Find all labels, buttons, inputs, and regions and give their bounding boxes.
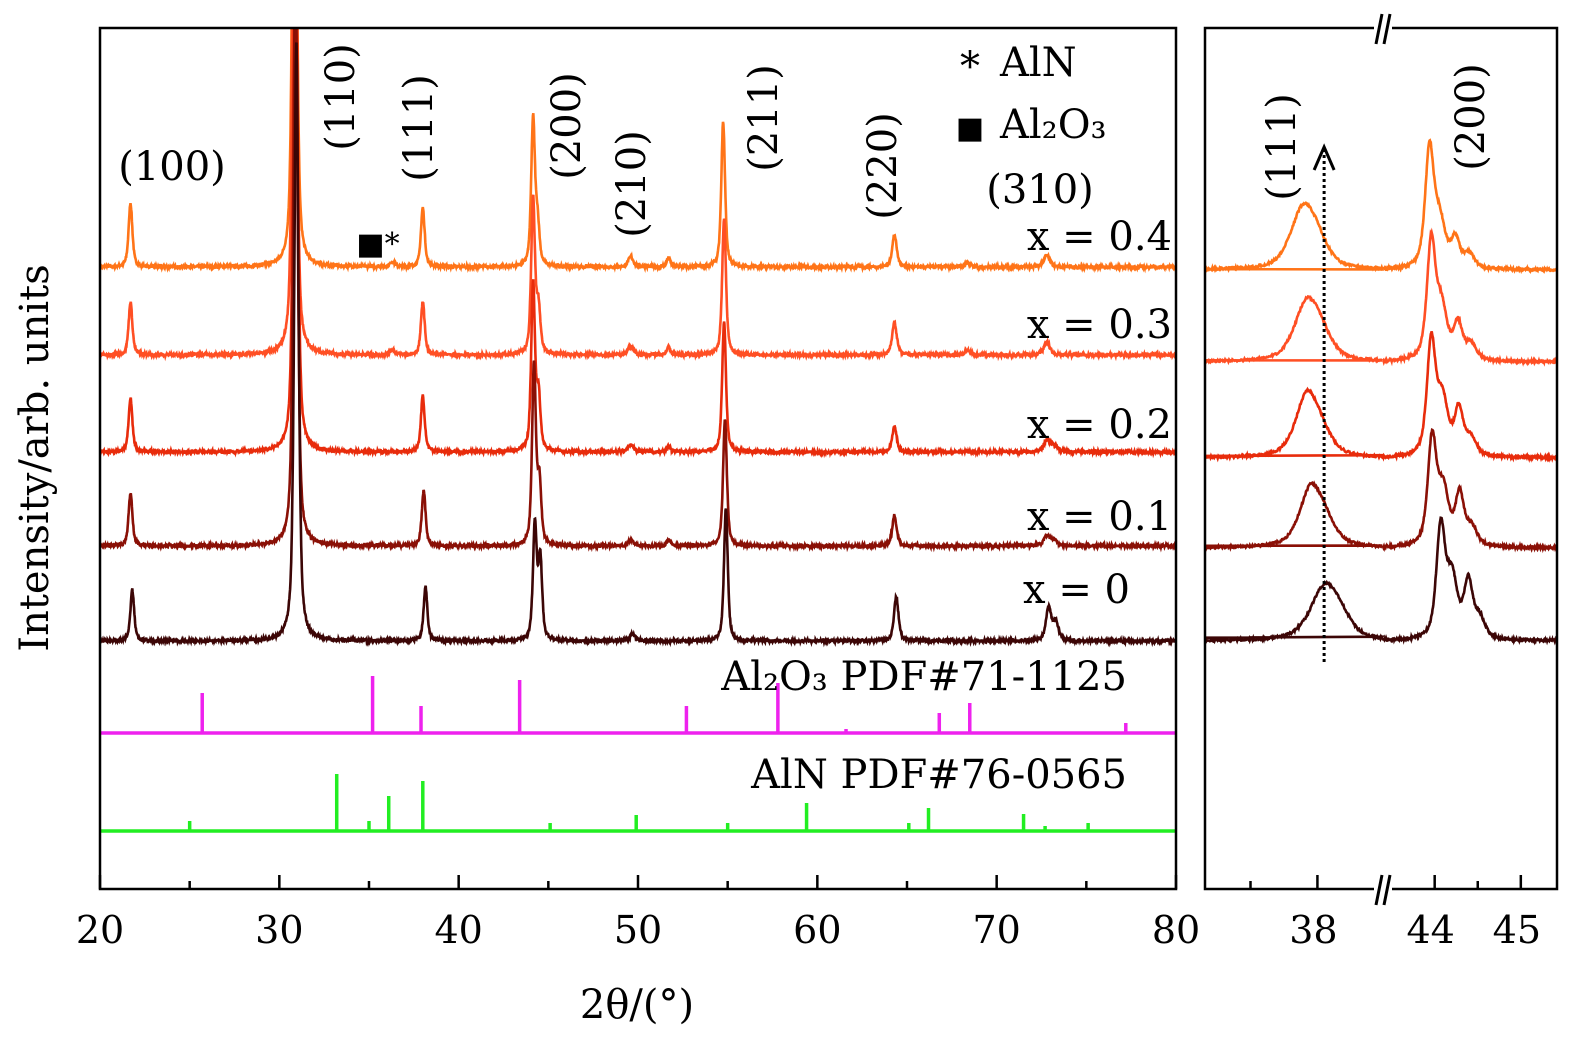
series-line-0: [100, 28, 1176, 274]
zoom-x-tick-label: 44: [1407, 908, 1455, 952]
zoom-series-line-3-0: [1205, 480, 1383, 552]
x-tick-label: 20: [76, 908, 124, 952]
zoom-series-line-0-1: [1381, 138, 1557, 275]
series-label-x02: x = 0.2: [1027, 402, 1172, 448]
zoom-plot-traces: [1205, 138, 1557, 646]
peak-label-100: (100): [118, 144, 226, 190]
zoom-series-line-1-1: [1382, 227, 1557, 367]
x-tick-label: 30: [255, 908, 303, 952]
main-plot-frame: [98, 26, 1178, 891]
zoom-series-line-1-0: [1205, 295, 1383, 366]
zoom-x-tick-label: 45: [1493, 908, 1541, 952]
legend-symbol-al2o3: ■: [956, 111, 984, 146]
series-label-x0: x = 0: [1023, 567, 1130, 613]
zoom-series-line-2-0: [1205, 386, 1385, 463]
zoom-x-tick-label: 38: [1289, 908, 1337, 952]
x-tick-label: 70: [972, 908, 1020, 952]
series-line-2: [100, 28, 1176, 459]
peak-label-200: (200): [544, 72, 590, 180]
reference-label-aln: AlN PDF#76-0565: [750, 752, 1127, 798]
legend-label-aln: AlN: [999, 40, 1077, 86]
series-line-3: [100, 28, 1176, 553]
peak-label-310: (310): [986, 167, 1094, 213]
peak-label-110: (110): [318, 43, 364, 151]
x-axis-label: 2θ/(°): [580, 982, 694, 1028]
peak-label-111: (111): [396, 74, 442, 182]
series-line-1: [100, 28, 1176, 362]
series-label-x04: x = 0.4: [1027, 214, 1172, 260]
zoom-series-line-2-1: [1381, 330, 1557, 464]
shift-arrow: [1312, 143, 1336, 662]
legend-symbol-aln: *: [960, 44, 980, 90]
series-label-x01: x = 0.1: [1027, 494, 1172, 540]
axes: 20 30 40 50 60 70 80 38 44 45: [76, 875, 1541, 952]
zoom-series-line-3-1: [1381, 427, 1557, 554]
x-tick-label: 80: [1152, 908, 1200, 952]
impurity-marker: ■*: [356, 227, 399, 262]
axis-break-bottom: [1374, 874, 1392, 906]
zoom-series-line-0-0: [1205, 201, 1385, 274]
peak-label-220: (220): [860, 112, 906, 220]
peak-label-210: (210): [609, 130, 655, 238]
series-line-4: [100, 42, 1176, 648]
series-label-x03: x = 0.3: [1027, 302, 1172, 348]
reference-label-al2o3: Al₂O₃ PDF#71-1125: [720, 654, 1127, 700]
peak-label-211: (211): [741, 64, 787, 172]
x-tick-label: 60: [793, 908, 841, 952]
zoom-peak-label-200: (200): [1448, 63, 1494, 171]
x-tick-label: 40: [434, 908, 482, 952]
y-axis-label: Intensity/arb. units: [12, 264, 58, 651]
legend-label-al2o3: Al₂O₃: [999, 102, 1107, 148]
zoom-peak-label-111: (111): [1259, 93, 1305, 201]
zoom-series-line-4-0: [1205, 579, 1385, 645]
axis-break-top: [1374, 13, 1392, 45]
main-plot-traces: [100, 28, 1176, 833]
x-tick-label: 50: [614, 908, 662, 952]
zoom-series-line-4-1: [1381, 516, 1557, 646]
